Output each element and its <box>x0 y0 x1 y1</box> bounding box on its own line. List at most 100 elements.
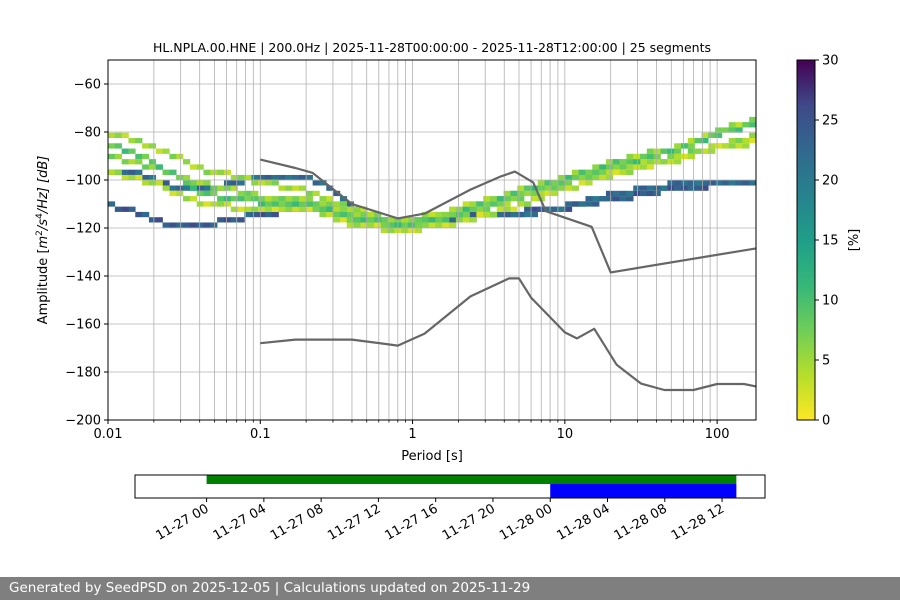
heatmap-cell <box>435 211 443 218</box>
heatmap-cell <box>626 164 634 170</box>
coverage-ticks: 11-27 00 11-27 04 11-27 08 11-27 12 11-27 16… <box>153 498 727 544</box>
heatmap-cell <box>742 180 750 186</box>
heatmap-cell <box>687 185 695 191</box>
heatmap-cell <box>449 222 457 228</box>
heatmap-cell <box>626 159 634 165</box>
heatmap-cell <box>189 164 197 170</box>
coverage-bar <box>206 475 737 484</box>
heatmap-cell <box>449 206 457 212</box>
heatmap-cell <box>217 217 225 223</box>
heatmap-cell <box>701 138 709 144</box>
heatmap-cell <box>312 190 320 197</box>
heatmap-cell <box>203 201 211 207</box>
heatmap-cell <box>278 185 286 191</box>
heatmap-cell <box>251 174 259 181</box>
heatmap-cell <box>319 211 327 218</box>
heatmap-cell <box>687 148 695 154</box>
heatmap-cell <box>544 185 552 191</box>
heatmap-cell <box>264 196 272 202</box>
heatmap-cell <box>530 206 539 212</box>
heatmap-cell <box>640 185 648 191</box>
heatmap-cell <box>271 201 279 207</box>
heatmap-cell <box>749 138 757 144</box>
heatmap-cell <box>189 222 197 228</box>
heatmap-cell <box>230 174 238 181</box>
coverage-bars <box>206 475 737 498</box>
heatmap-cell <box>585 180 593 186</box>
heatmap-cell <box>128 174 136 181</box>
heatmap-cell <box>489 196 498 202</box>
heatmap-cell <box>728 180 736 186</box>
heatmap-cell <box>694 148 702 154</box>
heatmap-cell <box>592 174 600 181</box>
heatmap-cell <box>640 159 648 165</box>
heatmap-cell <box>278 174 286 181</box>
heatmap-cell <box>387 217 395 223</box>
heatmap-cell <box>217 196 225 202</box>
heatmap-cell <box>121 169 129 175</box>
heatmap-cell <box>210 222 218 228</box>
heatmap-cell <box>708 143 716 149</box>
heatmap-cell <box>592 169 600 175</box>
heatmap-cell <box>162 185 170 191</box>
heatmap-cell <box>196 201 204 207</box>
heatmap-cell <box>203 169 211 175</box>
heatmap-cell <box>360 222 368 228</box>
heatmap-cell <box>278 201 286 207</box>
heatmap-cell <box>687 153 695 160</box>
heatmap-cell <box>264 206 272 212</box>
heatmap-cell <box>298 206 307 212</box>
heatmap-cell <box>462 201 470 207</box>
heatmap-cell <box>312 206 320 212</box>
coverage-tick-label: 11-28 08 <box>612 501 670 543</box>
heatmap-cell <box>660 148 668 154</box>
heatmap-cell <box>135 174 143 181</box>
y-axis-label: Amplitude [m2/s4/Hz] [dB] <box>35 156 51 325</box>
heatmap-cell <box>155 148 163 154</box>
heatmap-cell <box>442 211 450 218</box>
heatmap-cell <box>428 211 436 218</box>
heatmap-cell <box>176 174 184 181</box>
heatmap-cell <box>264 211 272 218</box>
heatmap-cell <box>114 169 122 175</box>
heatmap-cell <box>169 222 177 228</box>
heatmap-cell <box>353 222 361 228</box>
heatmap-cell <box>237 217 245 223</box>
x-tick-label: 1 <box>408 427 416 442</box>
heatmap-cell <box>551 190 559 197</box>
heatmap-cell <box>565 206 573 212</box>
heatmap-cell <box>565 174 573 181</box>
heatmap-cell <box>646 164 654 170</box>
heatmap-cell <box>408 217 416 223</box>
heatmap-cell <box>108 201 116 207</box>
heatmap-cell <box>298 201 307 207</box>
heatmap-cell <box>524 190 532 197</box>
y-tick-label: −100 <box>65 174 101 189</box>
heatmap-cell <box>217 169 225 175</box>
heatmap-cell <box>258 206 266 212</box>
heatmap-cell <box>319 201 327 207</box>
heatmap-cell <box>503 206 511 212</box>
heatmap-cell <box>292 174 300 181</box>
coverage-tick-label: 11-27 00 <box>153 501 211 543</box>
heatmap-cell <box>380 227 388 234</box>
heatmap-cell <box>251 190 259 197</box>
heatmap-cell <box>721 180 730 186</box>
heatmap-cell <box>258 201 266 207</box>
heatmap-cell <box>558 206 566 212</box>
heatmap-cell <box>203 222 211 228</box>
heatmap-cell <box>292 185 300 191</box>
heatmap-cell <box>339 201 348 207</box>
y-tick-label: −120 <box>65 222 101 237</box>
heatmap-cell <box>708 180 716 186</box>
heatmap-cell <box>489 201 498 207</box>
heatmap-cell <box>305 206 313 212</box>
heatmap-cell <box>223 169 232 175</box>
heatmap-cell <box>742 122 750 128</box>
heatmap-cell <box>148 217 157 223</box>
heatmap-cell <box>571 185 579 191</box>
heatmap-cell <box>183 196 191 202</box>
heatmap-cell <box>503 196 511 202</box>
heatmap-cell <box>374 222 382 228</box>
heatmap-cell <box>278 206 286 212</box>
